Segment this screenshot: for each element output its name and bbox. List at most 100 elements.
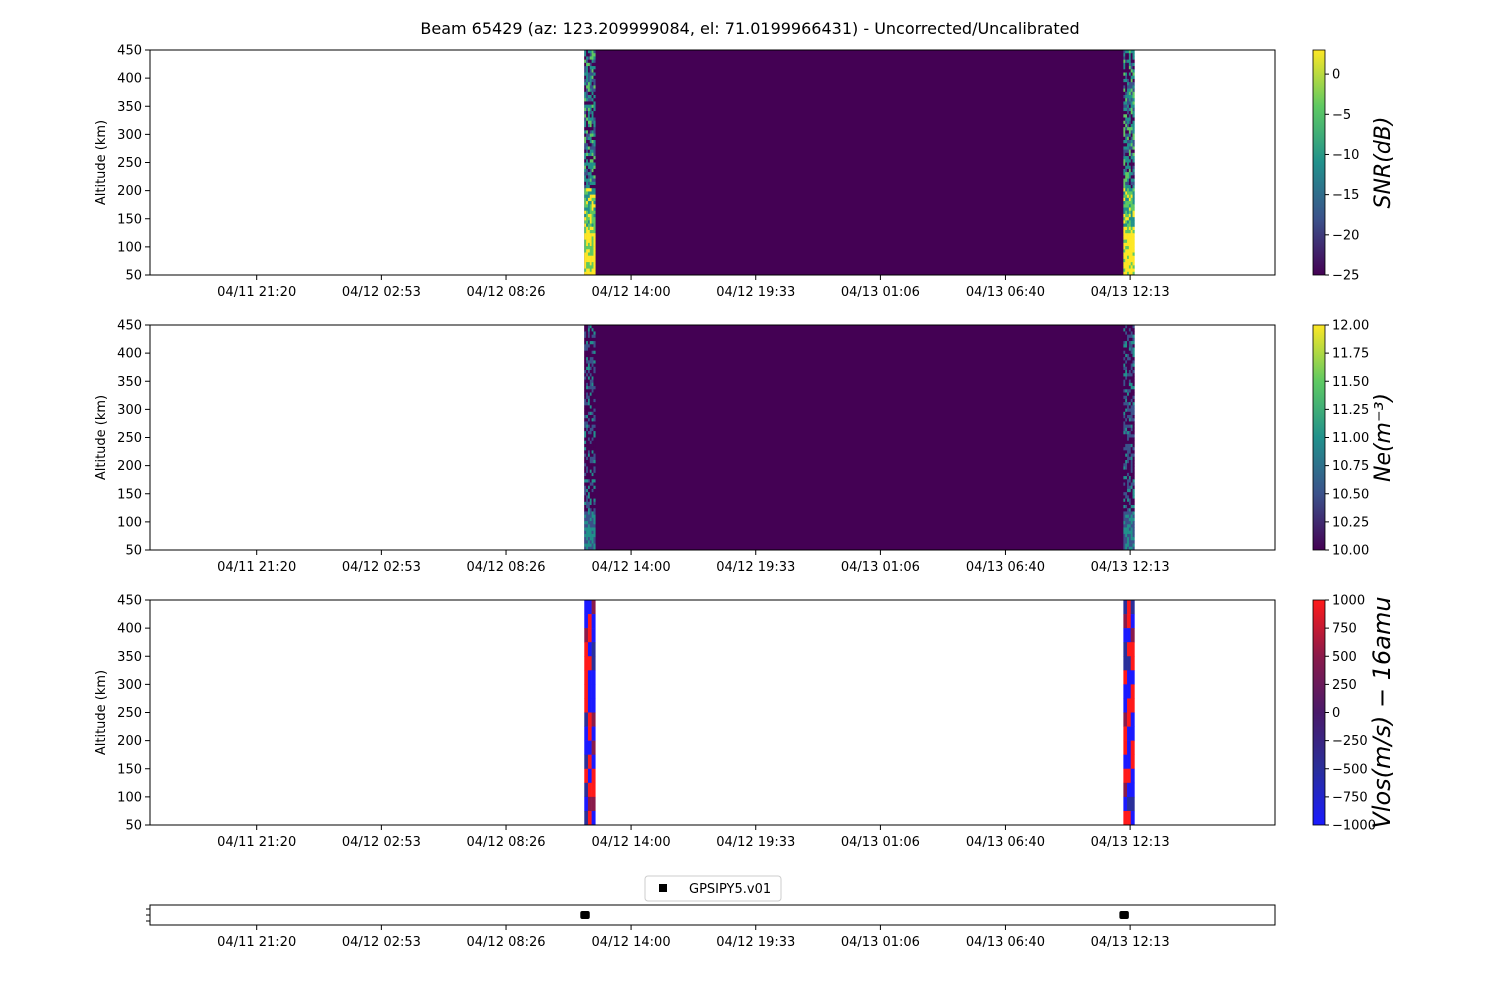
heatmap-cell [1130,130,1133,134]
heatmap-cell [586,527,589,532]
y-tick-label: 150 [117,212,142,227]
x-tick-label: 04/12 14:00 [592,935,671,950]
heatmap-cell [586,249,589,253]
heatmap-cell [1130,149,1133,154]
heatmap-cell [591,740,596,755]
heatmap-cell [1130,495,1133,499]
heatmap-cell [1125,249,1128,253]
heatmap-cell [593,524,596,528]
heatmap-cell [1132,389,1135,393]
heatmap-cell [593,130,596,134]
heatmap-cell [587,246,591,250]
heatmap-cell [1132,191,1135,195]
heatmap-cell [1132,386,1135,390]
heatmap-cell [1127,204,1130,208]
y-tick-label: 250 [117,706,142,721]
heatmap-cell [591,334,594,339]
heatmap-cell [591,337,594,342]
heatmap-cell [589,408,592,413]
heatmap-cell [1125,524,1128,528]
heatmap-cell [1132,460,1135,464]
heatmap-cell [587,197,591,202]
heatmap-cell [1125,252,1128,257]
heatmap-cell [586,66,589,70]
heatmap-cell [1132,53,1135,57]
heatmap-cell [1125,379,1128,384]
heatmap-cell [591,392,594,397]
heatmap-cell [593,418,596,422]
x-tick-label: 04/11 21:20 [217,935,296,950]
heatmap-cell [1132,505,1135,509]
heatmap-cell [1128,418,1132,422]
heatmap-cell [587,600,592,615]
heatmap-cell [1123,123,1126,128]
heatmap-cell [593,537,596,541]
heatmap-cell [586,59,589,64]
heatmap-cell [584,796,589,812]
heatmap-cell [587,337,591,342]
heatmap-cell [593,476,596,480]
heatmap-cell [587,479,591,483]
heatmap-cell [1125,172,1128,176]
heatmap-cell [1125,85,1128,89]
heatmap-cell [1132,204,1135,208]
heatmap-cell [584,136,587,141]
heatmap-cell [1132,530,1135,535]
heatmap-cell [586,101,589,105]
heatmap-cell [1128,344,1132,348]
heatmap-cell [1130,460,1133,464]
heatmap-cell [1123,91,1126,96]
heatmap-cell [1130,511,1133,515]
x-tick-label: 04/13 01:06 [841,285,920,300]
heatmap-cell [584,197,587,202]
heatmap-cell [586,347,589,352]
heatmap-cell [1130,344,1133,348]
heatmap-cell [584,88,587,93]
heatmap-cell [1123,252,1126,257]
heatmap-cell [586,78,589,83]
heatmap-cell [584,127,587,131]
heatmap-cell [1128,360,1132,364]
heatmap-cell [589,98,592,102]
heatmap-cell [593,344,596,348]
heatmap-cell [1127,181,1130,186]
heatmap-cell [591,255,594,260]
heatmap-cell [1130,656,1135,671]
heatmap-cell [589,268,592,273]
heatmap-cell [591,363,594,368]
heatmap-cell [584,754,589,770]
heatmap-cell [589,424,592,429]
heatmap-cell [1132,178,1135,183]
heatmap-cell [1128,537,1132,541]
heatmap-cell [1123,185,1126,189]
heatmap-cell [589,230,592,234]
heatmap-cell [587,360,591,364]
heatmap-cell [1123,268,1126,273]
heatmap-cell [584,328,587,332]
heatmap-cell [1130,62,1133,67]
heatmap-cell [1132,95,1135,99]
heatmap-cell [1132,392,1135,397]
heatmap-cell [1123,517,1126,522]
heatmap-cell [1130,265,1133,269]
heatmap-cell [587,185,591,189]
heatmap-cell [1130,501,1133,506]
heatmap-cell [1130,271,1133,276]
heatmap-cell [586,62,589,67]
heatmap-cell [1127,421,1130,425]
heatmap-cell [586,514,589,519]
heatmap-cell [591,600,596,615]
heatmap-cell [593,370,596,374]
heatmap-cell [1132,233,1135,237]
heatmap-cell [584,463,587,467]
heatmap-cell [586,168,589,173]
colorbar-vlos: 10007505002500−250−500−750−1000Vlos(m/s)… [1312,594,1396,834]
heatmap-cell [584,479,587,483]
heatmap-cell [587,204,591,208]
heatmap-cell [1127,495,1130,499]
heatmap-cell [1125,511,1128,515]
heatmap-cell [586,524,589,528]
heatmap-cell [1125,485,1128,490]
heatmap-fill [584,50,1129,275]
heatmap-cell [1128,114,1132,118]
